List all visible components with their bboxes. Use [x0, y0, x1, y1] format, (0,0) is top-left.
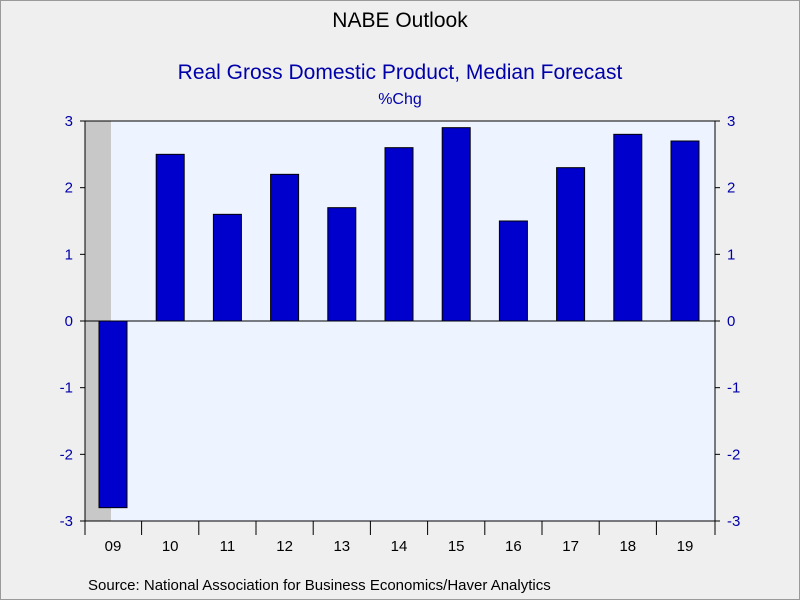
chart-subtitle: Real Gross Domestic Product, Median Fore… [177, 61, 623, 84]
bar-12 [270, 173, 300, 322]
y-tick-label-right: 2 [727, 180, 735, 197]
x-tick-label-10: 10 [162, 538, 179, 555]
chart-title: NABE Outlook [332, 9, 468, 32]
x-tick-label-14: 14 [391, 538, 408, 555]
bar-13 [327, 207, 357, 322]
bar-19 [670, 140, 700, 322]
x-tick-label-17: 17 [562, 538, 579, 555]
x-tick-label-09: 09 [105, 538, 122, 555]
y-tick-label-right: 0 [727, 313, 735, 330]
bar-15 [441, 127, 471, 322]
bar-14 [384, 147, 414, 322]
y-tick-label-left: -2 [60, 446, 73, 463]
bar-17 [556, 167, 586, 322]
x-tick-label-13: 13 [333, 538, 350, 555]
x-tick-label-19: 19 [677, 538, 694, 555]
x-tick-label-11: 11 [220, 538, 236, 555]
bar-09 [98, 320, 128, 509]
y-tick-label-left: 1 [65, 246, 73, 263]
y-tick-label-right: -1 [727, 380, 740, 397]
y-tick-label-right: -2 [727, 446, 740, 463]
x-tick-label-16: 16 [505, 538, 522, 555]
source-note: Source: National Association for Busines… [88, 577, 551, 594]
bar-11 [212, 213, 242, 322]
bar-10 [155, 153, 185, 322]
bar-18 [613, 133, 643, 322]
y-tick-label-left: 3 [65, 113, 73, 130]
y-tick-label-left: -3 [60, 513, 73, 530]
y-axis-unit-label: %Chg [378, 91, 422, 108]
x-tick-label-15: 15 [448, 538, 465, 555]
x-tick-label-12: 12 [276, 538, 293, 555]
y-tick-label-right: 1 [727, 246, 735, 263]
y-tick-label-left: 0 [65, 313, 73, 330]
y-tick-label-left: 2 [65, 180, 73, 197]
y-tick-label-right: 3 [727, 113, 735, 130]
x-tick-label-18: 18 [619, 538, 636, 555]
y-tick-label-left: -1 [60, 380, 73, 397]
bar-16 [498, 220, 528, 322]
y-tick-label-right: -3 [727, 513, 740, 530]
